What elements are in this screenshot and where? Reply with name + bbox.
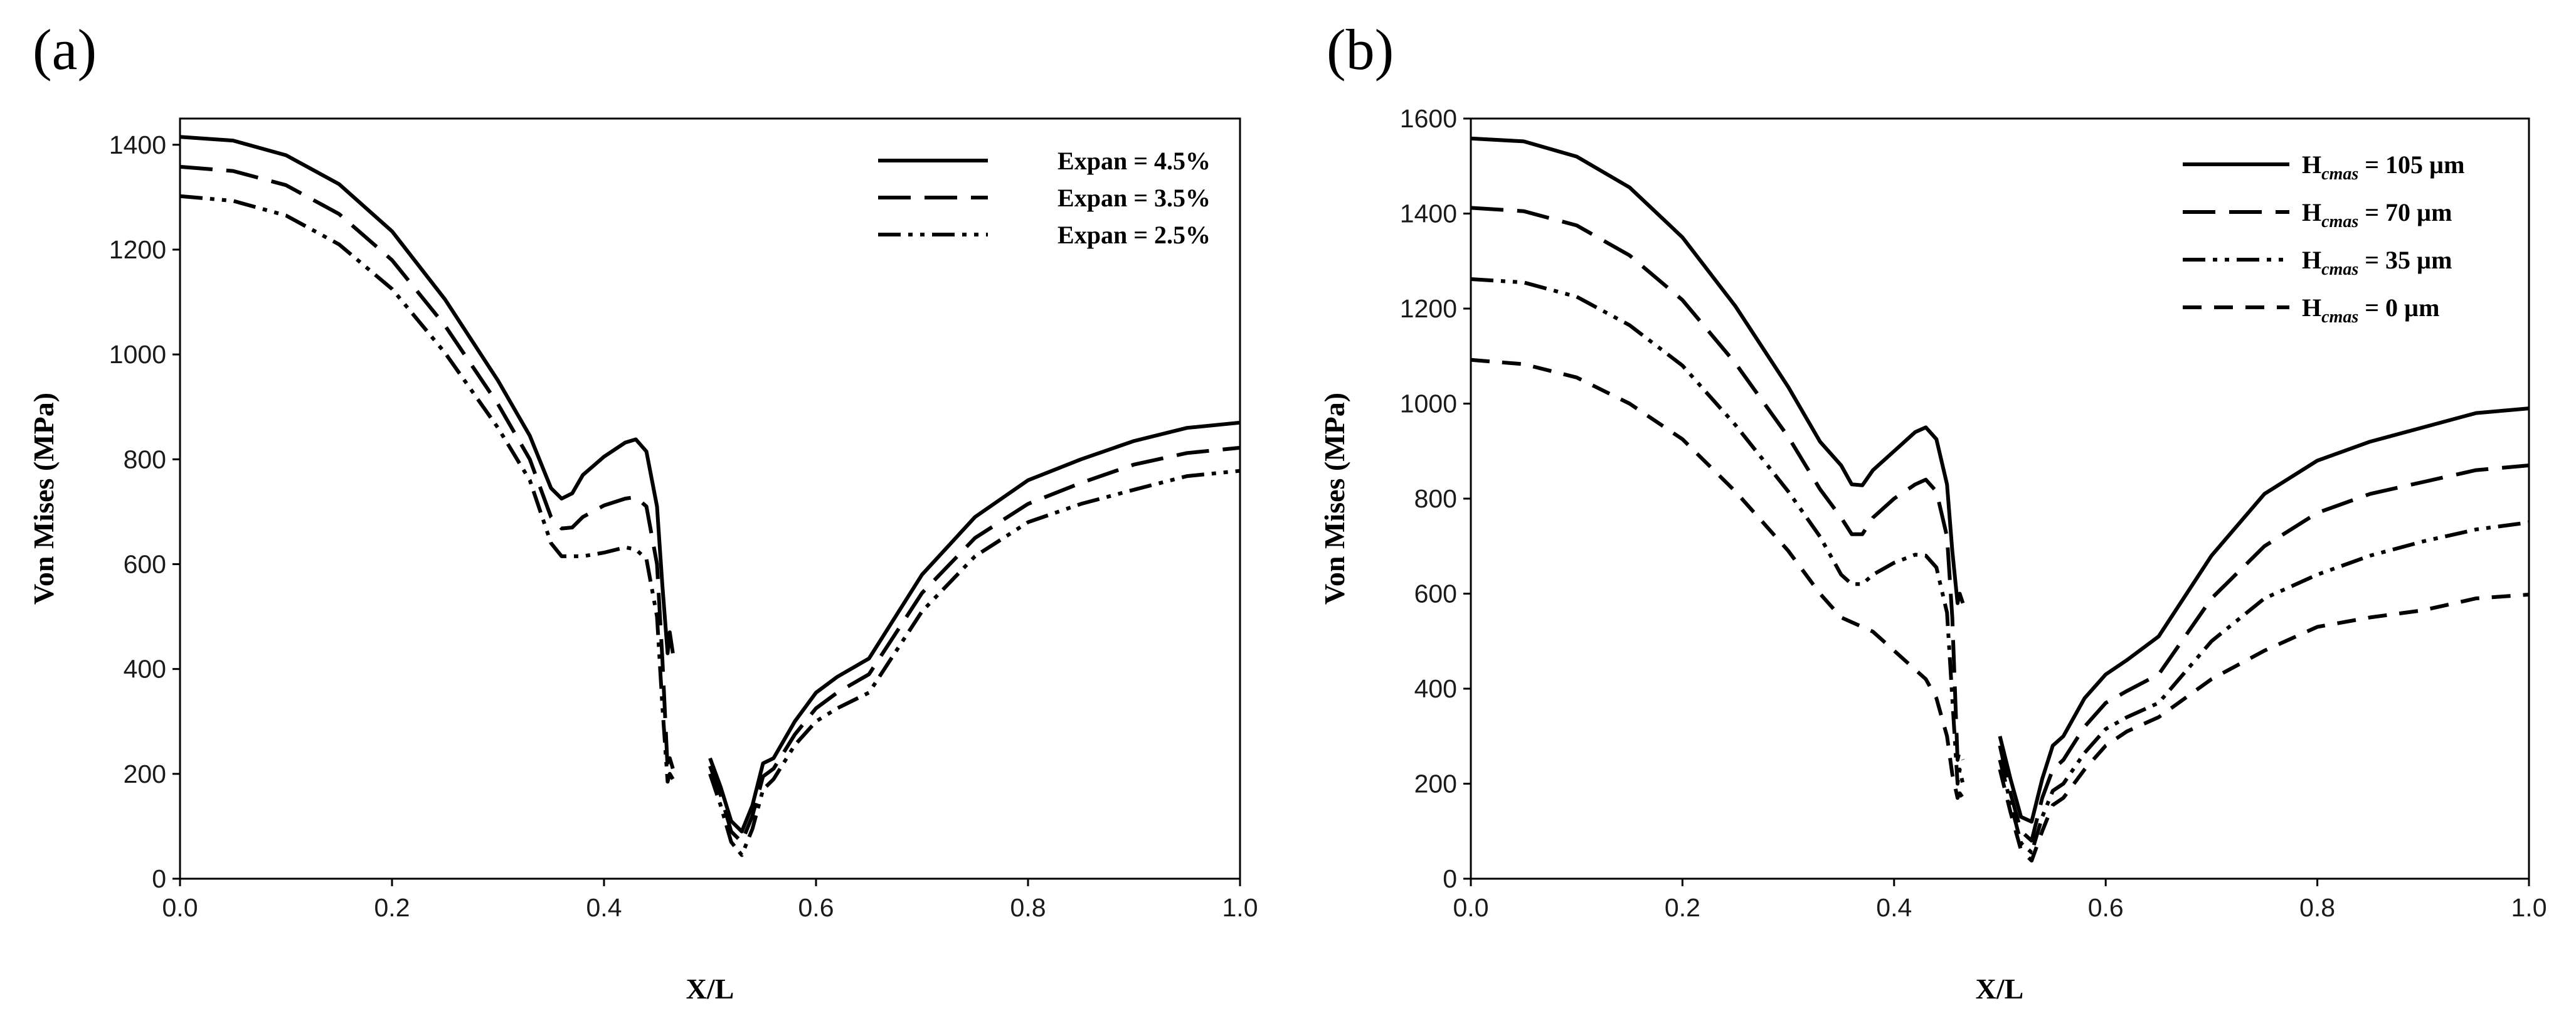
chart-panel-b: (b) 0.0 0.2 0.4 0.6 0.8 1.0 0 200 400 600 800 1000 1… [1318,18,2547,1005]
x-tick-label-a-4: 0.8 [1010,893,1046,922]
legend-label-b-2-rest: = 70 µm [2365,198,2452,226]
y-axis-title-a: Von Mises (MPa) [28,393,60,605]
legend-label-b-1: Hcmas = 105 µm [2302,151,2464,184]
legend-label-b-4: Hcmas = 0 µm [2302,294,2439,327]
y-tick-label-a-5: 1000 [109,340,166,369]
legend-label-b-1-main: H [2302,151,2321,179]
series-line-b-4-seg1 [1470,358,1964,800]
plot-frame-a [179,117,1241,880]
legend-label-b-3: Hcmas = 35 µm [2302,246,2452,279]
y-tick-label-a-1: 200 [124,760,166,788]
legend-label-b-2-sub: cmas [2321,212,2358,231]
legend-label-b-3-main: H [2302,246,2321,274]
x-tick-label-b-4: 0.8 [2299,893,2335,922]
series-line-b-4-seg2 [1998,593,2530,863]
axis-ticks-b: 0.0 0.2 0.4 0.6 0.8 1.0 0 200 400 600 800 1000 1200 1… [1400,104,2547,922]
series-line-a-3-seg2 [708,469,1241,857]
legend-label-b-1-rest: = 105 µm [2365,151,2464,179]
legend-label-b-3-sub: cmas [2321,260,2358,279]
y-tick-label-b-8: 1600 [1400,104,1457,133]
x-tick-label-a-2: 0.4 [586,893,622,922]
y-tick-label-b-2: 400 [1414,674,1457,703]
y-tick-label-b-0: 0 [1443,864,1457,893]
series-line-b-2-seg2 [1998,464,2530,843]
legend-label-b-1-sub: cmas [2321,164,2358,184]
x-tick-label-a-1: 0.2 [374,893,410,922]
x-tick-label-b-5: 1.0 [2511,893,2547,922]
series-lines-a [179,135,1241,857]
legend-label-a-1: Expan = 4.5% [1057,147,1211,175]
x-tick-label-b-2: 0.4 [1876,893,1912,922]
series-line-a-1-seg2 [708,420,1241,834]
series-line-a-3-seg1 [179,194,675,784]
legend-label-b-4-rest: = 0 µm [2365,294,2439,322]
legend-label-b-2: Hcmas = 70 µm [2302,198,2452,231]
x-tick-label-b-1: 0.2 [1665,893,1700,922]
y-tick-label-a-6: 1200 [109,235,166,264]
legend-b: Hcmas = 105 µm Hcmas = 70 µm Hcmas = 35 µm … [2183,151,2464,327]
series-line-b-3-seg1 [1470,277,1965,786]
y-tick-label-a-2: 400 [124,655,166,684]
y-tick-label-a-3: 600 [124,549,166,578]
y-tick-label-a-4: 800 [124,445,166,474]
y-tick-label-b-3: 600 [1414,580,1457,608]
y-tick-label-a-0: 0 [152,864,166,893]
legend-label-b-4-main: H [2302,294,2321,322]
legend-label-a-3: Expan = 2.5% [1057,221,1211,249]
x-tick-label-b-0: 0.0 [1453,893,1489,922]
legend-a: Expan = 4.5% Expan = 3.5% Expan = 2.5% [878,147,1211,249]
x-axis-title-a: X/L [686,973,734,1005]
x-tick-label-a-3: 0.6 [798,893,834,922]
x-axis-title-b: X/L [1976,973,2024,1005]
x-tick-label-a-0: 0.0 [162,893,198,922]
series-line-b-1-seg1 [1470,136,1965,605]
series-line-a-2-seg2 [708,445,1241,844]
series-line-a-1-seg1 [179,135,675,655]
legend-label-b-3-rest: = 35 µm [2365,246,2452,274]
axis-ticks-a: 0.0 0.2 0.4 0.6 0.8 1.0 0 200 400 600 800 1000 1200 1… [109,130,1258,922]
y-axis-title-b: Von Mises (MPa) [1318,393,1350,605]
legend-label-a-2: Expan = 3.5% [1057,184,1211,212]
y-tick-label-b-1: 200 [1414,770,1457,798]
panel-label-a: (a) [33,18,97,82]
legend-label-b-2-main: H [2302,198,2321,226]
series-line-b-3-seg2 [1998,520,2530,855]
y-tick-label-b-4: 800 [1414,484,1457,513]
y-tick-label-b-6: 1200 [1400,294,1457,323]
x-tick-label-a-5: 1.0 [1222,893,1258,922]
series-lines-b [1470,136,2530,863]
legend-label-b-4-sub: cmas [2321,307,2358,327]
series-line-b-1-seg2 [1998,406,2530,824]
series-line-b-2-seg1 [1470,206,1965,762]
y-tick-label-a-7: 1400 [109,130,166,159]
panel-label-b: (b) [1327,18,1394,82]
y-tick-label-b-7: 1400 [1400,199,1457,228]
y-tick-label-b-5: 1000 [1400,389,1457,418]
x-tick-label-b-3: 0.6 [2088,893,2124,922]
series-line-a-2-seg1 [179,164,675,771]
chart-panel-a: (a) 0.0 0.2 0.4 0.6 0.8 1.0 0 200 400 600 800 1000 1… [28,18,1258,1005]
